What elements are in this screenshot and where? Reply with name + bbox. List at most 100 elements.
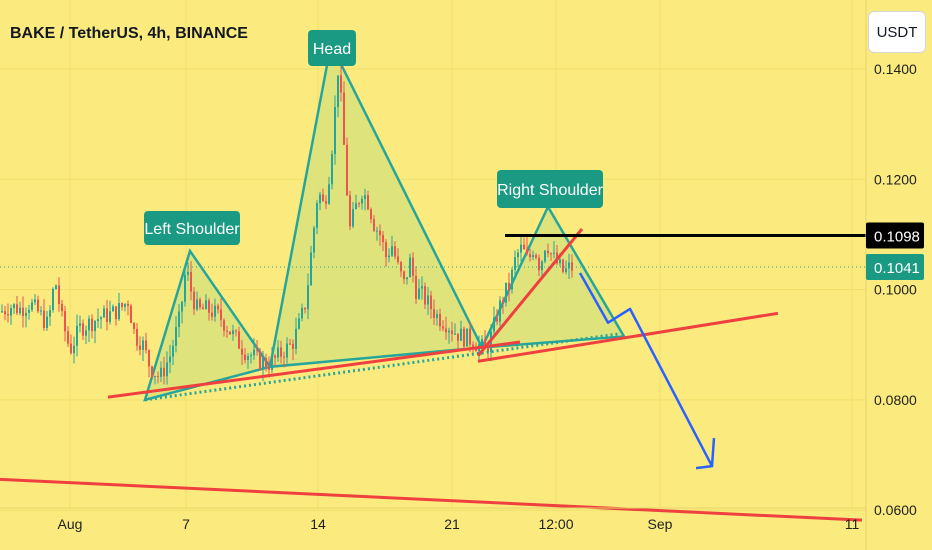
candle	[37, 295, 39, 314]
candle	[343, 81, 345, 146]
candle-body	[352, 209, 354, 227]
candle	[196, 291, 198, 312]
candle	[40, 306, 42, 316]
candle-body	[511, 269, 513, 290]
candle	[286, 337, 288, 364]
candle	[367, 190, 369, 211]
neckline-trendline	[107, 340, 521, 399]
candle-body	[244, 354, 246, 361]
candle	[532, 250, 534, 261]
candle-body	[34, 299, 36, 303]
candle	[49, 305, 51, 326]
candle-body	[127, 303, 129, 306]
candle	[136, 323, 138, 351]
candle-body	[154, 376, 156, 378]
candle	[55, 284, 57, 290]
candle-body	[406, 277, 408, 280]
candle	[145, 332, 147, 354]
candle	[517, 248, 519, 267]
candle-body	[232, 330, 234, 335]
candle-body	[310, 252, 312, 286]
candle-body	[217, 305, 219, 310]
candle-body	[361, 198, 363, 204]
candle	[31, 298, 33, 312]
candle	[157, 371, 159, 384]
candle-body	[253, 349, 255, 356]
candle	[13, 303, 15, 315]
candle-body	[343, 92, 345, 145]
candle	[514, 250, 516, 280]
candle-body	[397, 256, 399, 263]
y-tick-label: 0.0600	[874, 502, 917, 518]
candle-body	[49, 310, 51, 317]
candle	[283, 351, 285, 368]
candle-body	[181, 301, 183, 312]
candle-body	[415, 275, 417, 299]
chart-title: BAKE / TetherUS, 4h, BINANCE	[10, 25, 248, 42]
candle	[382, 230, 384, 252]
candle	[394, 241, 396, 260]
candle-body	[358, 203, 360, 205]
candle	[484, 330, 486, 347]
candle-body	[496, 317, 498, 322]
candle-body	[517, 252, 519, 258]
candle-body	[226, 330, 228, 332]
lower-trendline	[0, 477, 863, 522]
x-tick-label: Aug	[58, 516, 83, 532]
candle-body	[43, 310, 45, 329]
candle	[376, 226, 378, 241]
candle	[169, 344, 171, 374]
candle	[106, 299, 108, 331]
candle-body	[250, 355, 252, 357]
candle-body	[292, 343, 294, 349]
candle-body	[4, 311, 6, 315]
candle	[538, 254, 540, 277]
candle	[28, 304, 30, 320]
candle-body	[97, 319, 99, 322]
candle	[328, 176, 330, 205]
candle	[298, 313, 300, 330]
candle	[172, 339, 174, 366]
candle	[79, 315, 81, 333]
candle-body	[355, 203, 357, 210]
candle-body	[526, 249, 528, 255]
candle-body	[487, 346, 489, 352]
candle	[160, 361, 162, 382]
candle	[307, 273, 309, 320]
candle-body	[58, 285, 60, 304]
candle	[340, 65, 342, 102]
candle	[427, 287, 429, 315]
candle	[310, 245, 312, 286]
overlay-lines	[0, 227, 866, 522]
price-tag-label: 0.1041	[874, 260, 920, 277]
candle	[70, 334, 72, 355]
candle	[385, 239, 387, 267]
candle	[403, 270, 405, 284]
candle	[178, 303, 180, 338]
candle	[166, 351, 168, 385]
candle	[505, 282, 507, 307]
candle	[181, 300, 183, 324]
candle-body	[295, 328, 297, 349]
currency-button[interactable]: USDT	[868, 11, 926, 53]
candle	[439, 308, 441, 332]
candle-body	[118, 303, 120, 320]
candle	[184, 266, 186, 307]
candle-body	[424, 286, 426, 305]
candle-body	[10, 308, 12, 316]
candle	[259, 348, 261, 371]
candle-body	[46, 316, 48, 329]
candle	[100, 315, 102, 329]
annotation-label-box	[497, 170, 603, 208]
candle	[73, 336, 75, 364]
candle	[250, 352, 252, 364]
annotation-label-box	[144, 211, 240, 245]
candle-body	[475, 348, 477, 352]
candle-body	[82, 323, 84, 336]
candle-body	[109, 311, 111, 322]
candle	[130, 303, 132, 324]
candle	[346, 137, 348, 197]
